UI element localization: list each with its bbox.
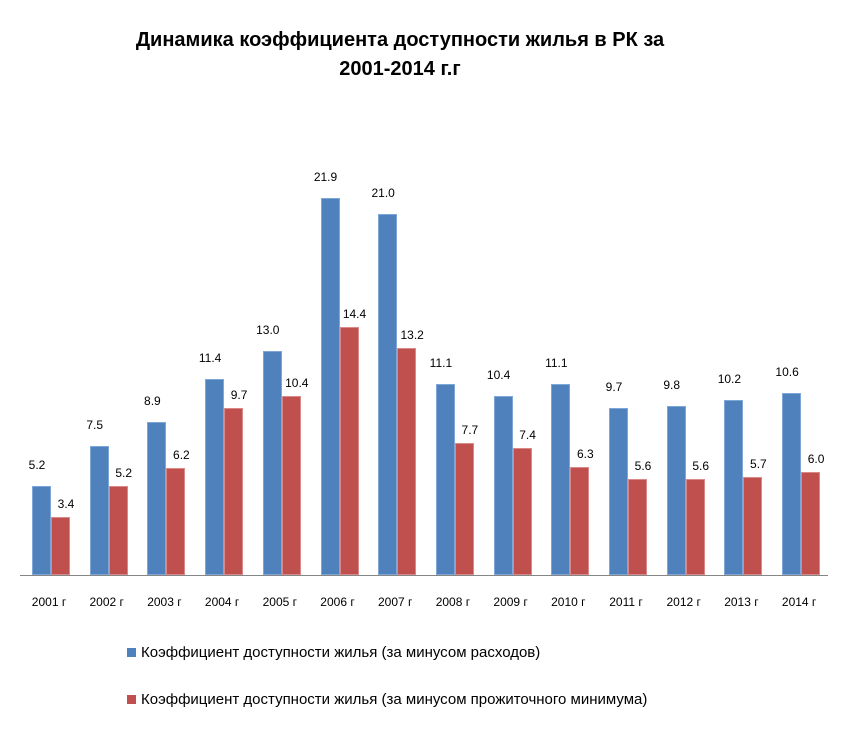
bar-subsistence-1 — [108, 485, 128, 575]
x-tick-label: 2002 г — [89, 595, 124, 609]
data-label: 6.2 — [173, 448, 190, 463]
x-tick-label: 2004 г — [204, 595, 240, 609]
data-label: 21.9 — [313, 170, 338, 185]
data-label: 21.0 — [371, 185, 395, 200]
data-label: 13.2 — [400, 327, 424, 342]
bar-expenses-0 — [32, 485, 51, 575]
bar-subsistence-11 — [685, 478, 705, 575]
bar-expenses-7 — [435, 384, 455, 575]
legend-item-series-2: Коэффициент доступности жилья (за минусо… — [127, 691, 647, 708]
data-label: 6.0 — [807, 451, 825, 466]
bar-expenses-6 — [378, 213, 398, 575]
x-tick-label: 2012 г — [666, 595, 701, 609]
data-label: 5.6 — [634, 458, 652, 473]
x-tick-label: 2003 г — [147, 595, 182, 609]
bar-expenses-13 — [782, 392, 802, 575]
data-label: 10.4 — [486, 368, 511, 383]
data-label: 7.5 — [86, 418, 104, 432]
data-label: 5.2 — [28, 457, 46, 472]
x-tick-label: 2005 г — [262, 595, 297, 609]
data-label: 13.0 — [256, 323, 280, 338]
bar-subsistence-13 — [801, 471, 821, 575]
data-label: 9.8 — [663, 378, 681, 393]
bar-expenses-2 — [147, 421, 167, 575]
data-label: 9.7 — [605, 380, 623, 395]
chart-title-line-2: 2001-2014 г.г — [339, 58, 461, 80]
bar-subsistence-7 — [454, 442, 474, 575]
bar-expenses-3 — [205, 378, 225, 575]
bar-expenses-11 — [666, 406, 686, 575]
bar-subsistence-10 — [628, 478, 647, 575]
x-tick-label: 2013 г — [724, 595, 759, 609]
data-label: 10.2 — [717, 371, 742, 386]
bar-expenses-8 — [493, 396, 513, 575]
chart-title: Динамика коэффициента доступности жилья … — [0, 26, 800, 84]
bar-expenses-4 — [262, 351, 282, 575]
data-label: 5.7 — [750, 456, 767, 471]
data-label: 11.1 — [545, 356, 568, 371]
data-label: 10.6 — [775, 364, 799, 379]
legend-swatch-blue — [127, 648, 136, 657]
x-tick-label: 2007 г — [377, 595, 413, 609]
data-label: 9.7 — [230, 388, 248, 403]
bar-expenses-1 — [89, 446, 109, 575]
bar-expenses-5 — [320, 198, 340, 575]
data-label: 5.6 — [692, 458, 710, 473]
bar-subsistence-5 — [339, 327, 359, 575]
data-label: 11.4 — [198, 350, 222, 365]
bar-subsistence-12 — [743, 476, 763, 575]
legend-item-series-1: Коэффициент доступности жилья (за минусо… — [127, 644, 540, 661]
bar-subsistence-2 — [166, 468, 186, 575]
legend-label-series-1: Коэффициент доступности жилья (за минусо… — [141, 644, 541, 661]
legend-label-series-2: Коэффициент доступности жилья (за минусо… — [141, 691, 648, 708]
x-tick-label: 2006 г — [320, 595, 355, 609]
bar-expenses-12 — [724, 399, 744, 575]
data-label: 7.7 — [461, 422, 479, 437]
bar-subsistence-9 — [570, 466, 590, 575]
x-tick-label: 2008 г — [435, 595, 471, 609]
bar-subsistence-4 — [281, 396, 301, 575]
x-tick-label: 2014 г — [781, 595, 817, 609]
data-label: 14.4 — [342, 307, 367, 322]
x-tick-label: 2009 г — [493, 595, 528, 609]
x-tick-label: 2010 г — [551, 595, 586, 609]
data-label: 6.3 — [576, 446, 594, 461]
data-label: 11.1 — [429, 356, 453, 371]
x-tick-label: 2001 г — [31, 595, 67, 609]
bar-subsistence-0 — [51, 516, 70, 575]
data-label: 3.4 — [57, 496, 75, 511]
data-label: 8.9 — [144, 393, 161, 408]
x-tick-label: 2011 г — [609, 595, 643, 609]
bar-subsistence-6 — [397, 347, 417, 575]
chart-title-line-1: Динамика коэффициента доступности жилья … — [135, 29, 665, 51]
data-label: 10.4 — [285, 376, 309, 391]
x-axis-line — [20, 575, 828, 576]
data-label: 5.2 — [115, 465, 133, 480]
bar-expenses-9 — [551, 384, 571, 575]
data-label: 7.4 — [519, 427, 536, 442]
bar-subsistence-3 — [224, 408, 244, 575]
legend-swatch-red — [127, 695, 136, 704]
plot-area — [20, 100, 828, 575]
bar-expenses-10 — [609, 408, 628, 575]
bar-subsistence-8 — [512, 447, 532, 575]
